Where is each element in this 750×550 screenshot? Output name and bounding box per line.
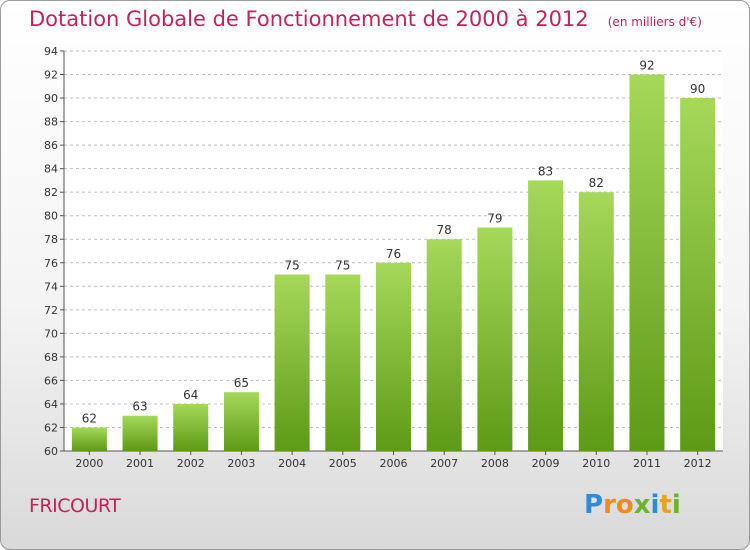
y-tick-label: 90 [44, 92, 58, 105]
bar-value-label: 78 [437, 223, 452, 237]
bar [629, 74, 665, 451]
x-tick-label: 2008 [481, 457, 509, 470]
logo-letter: P [584, 490, 604, 520]
bar [477, 227, 513, 451]
y-tick-label: 88 [44, 116, 58, 129]
bar [223, 392, 259, 451]
bar-value-label: 75 [284, 259, 299, 273]
y-tick-label: 60 [44, 445, 58, 458]
bar-value-label: 76 [386, 247, 401, 261]
y-tick-label: 72 [44, 304, 58, 317]
bar [71, 427, 107, 451]
y-tick-label: 86 [44, 139, 58, 152]
x-tick-label: 2012 [684, 457, 712, 470]
chart-title-block: Dotation Globale de Fonctionnement de 20… [29, 7, 702, 31]
y-tick-label: 80 [44, 210, 58, 223]
y-tick-label: 84 [44, 163, 58, 176]
y-tick-label: 94 [44, 45, 58, 58]
y-tick-label: 78 [44, 233, 58, 246]
x-tick-label: 2010 [582, 457, 610, 470]
bar-value-label: 92 [639, 59, 654, 73]
bar-value-label: 63 [132, 400, 147, 414]
y-tick-label: 76 [44, 257, 58, 270]
y-tick-label: 62 [44, 421, 58, 434]
x-tick-label: 2000 [75, 457, 103, 470]
x-tick-label: 2007 [430, 457, 458, 470]
x-tick-label: 2011 [633, 457, 661, 470]
bar [426, 239, 462, 451]
proxiti-logo: Proxiti [584, 490, 681, 520]
bar [680, 98, 716, 451]
x-tick-label: 2002 [177, 457, 205, 470]
bar-value-label: 83 [538, 164, 553, 178]
bar-value-label: 75 [335, 259, 350, 273]
bar [122, 415, 158, 451]
bar-value-label: 64 [183, 388, 198, 402]
bar [274, 274, 310, 451]
y-tick-label: 74 [44, 280, 58, 293]
x-tick-label: 2009 [532, 457, 560, 470]
bar-value-label: 62 [82, 411, 97, 425]
y-tick-label: 68 [44, 351, 58, 364]
bar-value-label: 79 [487, 211, 502, 225]
bar [173, 403, 209, 451]
bar-value-label: 65 [234, 376, 249, 390]
commune-name: FRICOURT [29, 495, 121, 517]
logo-letter: t [659, 490, 672, 520]
x-tick-label: 2001 [126, 457, 154, 470]
logo-letter: r [603, 490, 616, 520]
logo-letter: o [615, 490, 634, 520]
y-tick-label: 92 [44, 69, 58, 82]
logo-letter: i [650, 490, 660, 520]
chart-title: Dotation Globale de Fonctionnement de 20… [29, 7, 589, 31]
x-tick-label: 2006 [380, 457, 408, 470]
bar [376, 262, 411, 451]
bar-value-label: 90 [690, 82, 705, 96]
x-tick-label: 2003 [227, 457, 255, 470]
logo-letter: i [671, 490, 681, 520]
y-tick-label: 82 [44, 186, 58, 199]
logo-letter: x [633, 490, 651, 520]
y-tick-label: 66 [44, 374, 58, 387]
y-tick-label: 64 [44, 398, 58, 411]
y-tick-label: 70 [44, 327, 58, 340]
x-tick-label: 2004 [278, 457, 306, 470]
bar-value-label: 82 [589, 176, 604, 190]
bar [325, 274, 361, 451]
bar [578, 192, 614, 452]
chart-unit-note: (en milliers d'€) [607, 15, 702, 29]
x-tick-label: 2005 [329, 457, 357, 470]
bar [528, 180, 564, 452]
